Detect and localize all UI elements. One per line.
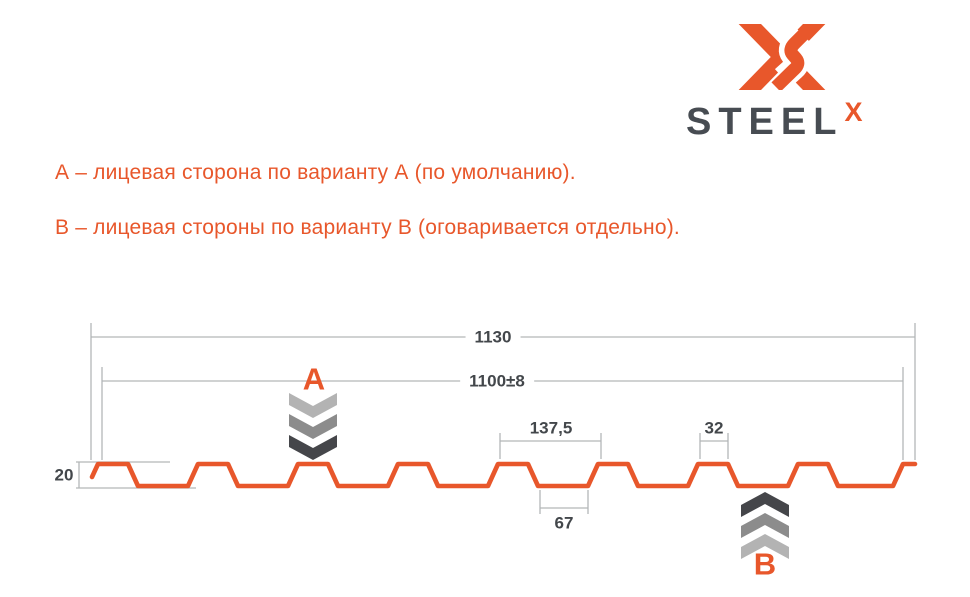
brand-suffix-x: X [844, 97, 863, 127]
chevron-up-icon [741, 513, 789, 538]
dim-cover-width-label: 1100±8 [460, 372, 534, 390]
steelx-logo: STEEL X [686, 24, 906, 148]
dim-valley-label: 67 [554, 513, 574, 533]
chevron-up-icon [741, 534, 789, 559]
dim-rib-pitch-label: 137,5 [529, 418, 573, 438]
brand-text: STEEL [686, 101, 844, 143]
brand-wordmark: STEEL X [686, 97, 863, 146]
chevron-down-icon [289, 393, 337, 418]
dim-rib-pitch-lines [499, 433, 602, 459]
profile-path [89, 461, 918, 489]
chevron-down-icon [289, 435, 337, 460]
side-b-chevrons [741, 492, 789, 559]
side-a-marker-label: A [302, 361, 326, 397]
legend-line-a: А – лицевая сторона по варианту А (по ум… [55, 161, 576, 184]
logo-center-s-stroke [771, 24, 817, 90]
dim-rib-top-label: 32 [704, 418, 724, 438]
chevron-down-icon [289, 414, 337, 439]
steelx-x-monogram-icon [738, 24, 826, 90]
chevron-up-icon [741, 492, 789, 517]
side-a-chevrons [289, 393, 337, 460]
dim-valley-lines [539, 490, 589, 514]
dim-height-label: 20 [54, 465, 74, 485]
side-b-marker-label: B [753, 546, 777, 582]
dim-rib-top-lines [699, 433, 729, 459]
legend-line-b: В – лицевая стороны по варианту В (огова… [55, 216, 680, 239]
dim-overall-width-label: 1130 [465, 328, 521, 346]
